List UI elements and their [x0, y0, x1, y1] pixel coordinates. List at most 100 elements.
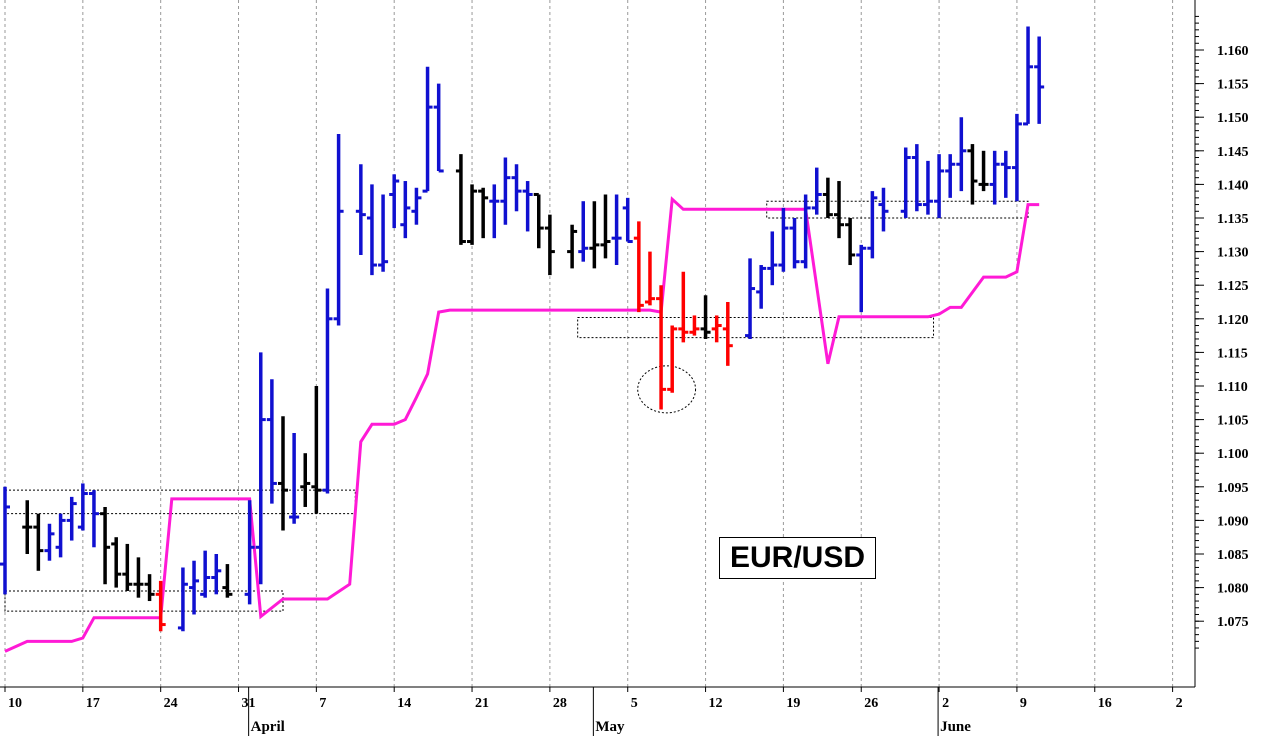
- ohlc-bar: [878, 187, 889, 232]
- ohlc-bar: [911, 144, 922, 212]
- ohlc-bar: [33, 513, 44, 571]
- ohlc-bar: [222, 564, 233, 598]
- ohlc-bar: [900, 147, 911, 218]
- ohlc-bar: [422, 66, 433, 193]
- ohlc-bar: [55, 513, 66, 558]
- x-tick-label: 21: [475, 696, 489, 711]
- ohlc-bar: [366, 184, 377, 276]
- ohlc-bar: [433, 83, 444, 173]
- ohlc-bar: [700, 295, 711, 339]
- x-tick-label: 12: [709, 696, 723, 711]
- x-tick-label: 28: [553, 696, 567, 711]
- month-label: June: [940, 719, 971, 735]
- ohlc-bar: [0, 486, 10, 595]
- ohlc-bar: [133, 557, 144, 598]
- y-tick-label: 1.135: [1217, 212, 1249, 227]
- ohlc-bar: [667, 325, 678, 393]
- y-tick-label: 1.085: [1217, 548, 1249, 563]
- x-tick-label: 17: [86, 696, 100, 711]
- ohlc-bar: [822, 177, 833, 218]
- y-tick-label: 1.160: [1217, 44, 1249, 59]
- dotted-box: [4, 489, 356, 515]
- ohlc-bar: [778, 207, 789, 272]
- vertical-grid: [4, 0, 1174, 687]
- month-label: May: [595, 719, 625, 735]
- ohlc-bar: [278, 416, 288, 531]
- ohlc-bar: [411, 187, 422, 225]
- ohlc-bar: [122, 543, 133, 591]
- ohlc-bar: [789, 218, 800, 269]
- ohlc-bar: [589, 201, 600, 269]
- x-tick-label: 7: [319, 696, 326, 711]
- x-tick-label: 16: [1098, 696, 1112, 711]
- ohlc-bar: [322, 288, 333, 494]
- y-tick-label: 1.095: [1217, 481, 1249, 496]
- x-tick-label: 14: [397, 696, 411, 711]
- ohlc-bar: [533, 192, 544, 249]
- x-tick-label: 2: [1176, 696, 1183, 711]
- ohlc-bar: [633, 221, 644, 313]
- ohlc-bar: [922, 160, 933, 215]
- y-tick-label: 1.130: [1217, 246, 1249, 261]
- chart-title: EUR/USD: [719, 537, 876, 579]
- ohlc-bar: [467, 184, 478, 245]
- ohlc-bar: [811, 167, 822, 215]
- ohlc-bar: [567, 224, 578, 269]
- ohlc-bar: [500, 157, 511, 225]
- ohlc-bar: [867, 191, 878, 259]
- y-tick-label: 1.125: [1217, 279, 1249, 294]
- ohlc-bars: [0, 26, 1045, 632]
- ohlc-bar: [1023, 26, 1034, 126]
- dotted-box: [577, 316, 935, 339]
- stop-line-layer: [4, 196, 1040, 653]
- ohlc-bar: [656, 285, 667, 410]
- ohlc-bar: [144, 574, 155, 602]
- ohlc-bar: [622, 197, 633, 244]
- ohlc-bar: [644, 251, 655, 306]
- x-tick-label: 19: [786, 696, 800, 711]
- ohlc-bar: [478, 187, 489, 239]
- ohlc-bar: [489, 184, 500, 239]
- ohlc-bar: [111, 537, 122, 588]
- x-tick-label: 9: [1020, 696, 1027, 711]
- ohlc-bar: [934, 154, 945, 218]
- y-tick-label: 1.080: [1217, 582, 1249, 597]
- ohlc-bar: [1034, 36, 1045, 124]
- y-tick-label: 1.110: [1217, 380, 1248, 395]
- ohlc-bar: [1000, 150, 1011, 198]
- ohlc-bar: [678, 271, 689, 343]
- ohlc-bar: [711, 315, 722, 343]
- x-tick-label: 10: [8, 696, 22, 711]
- ohlc-bar: [967, 144, 978, 205]
- ohlc-bar: [177, 567, 188, 632]
- ohlc-bar: [266, 379, 277, 504]
- y-tick-label: 1.150: [1217, 111, 1249, 126]
- ohlc-bar: [88, 490, 99, 548]
- ohlc-bar: [378, 194, 389, 272]
- ohlc-bar: [289, 433, 300, 524]
- ohlc-bar: [978, 150, 989, 192]
- ohlc-bar: [44, 523, 55, 561]
- ohlc-bar: [834, 181, 844, 239]
- ohlc-bar: [511, 164, 522, 212]
- ohlc-bar: [200, 550, 211, 598]
- dotted-box: [4, 590, 284, 612]
- y-tick-label: 1.075: [1217, 615, 1249, 630]
- ohlc-bar: [189, 560, 200, 615]
- month-label: April: [251, 719, 285, 735]
- ohlc-bar: [22, 500, 33, 554]
- y-tick-label: 1.105: [1217, 414, 1249, 429]
- ohlc-bar: [800, 194, 811, 269]
- y-tick-label: 1.155: [1217, 78, 1249, 93]
- x-tick-label: 2: [942, 696, 949, 711]
- ohlc-bar: [578, 201, 589, 262]
- ohlc-bar: [745, 258, 756, 339]
- ohlc-bar: [355, 164, 366, 255]
- y-tick-label: 1.140: [1217, 178, 1249, 193]
- x-tick-label: 5: [631, 696, 638, 711]
- ohlc-bar: [945, 154, 956, 198]
- ohlc-bar: [333, 134, 344, 326]
- ohlc-bar: [845, 218, 856, 266]
